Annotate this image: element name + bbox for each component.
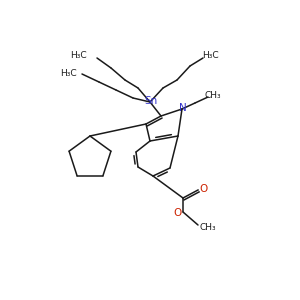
- Text: N: N: [179, 103, 187, 113]
- Text: CH₃: CH₃: [200, 224, 216, 232]
- Text: H₃C: H₃C: [70, 50, 87, 59]
- Text: Sn: Sn: [144, 96, 158, 106]
- Text: H₃C: H₃C: [60, 68, 77, 77]
- Text: CH₃: CH₃: [205, 91, 221, 100]
- Text: O: O: [199, 184, 207, 194]
- Text: H₃C: H₃C: [202, 50, 218, 59]
- Text: O: O: [174, 208, 182, 218]
